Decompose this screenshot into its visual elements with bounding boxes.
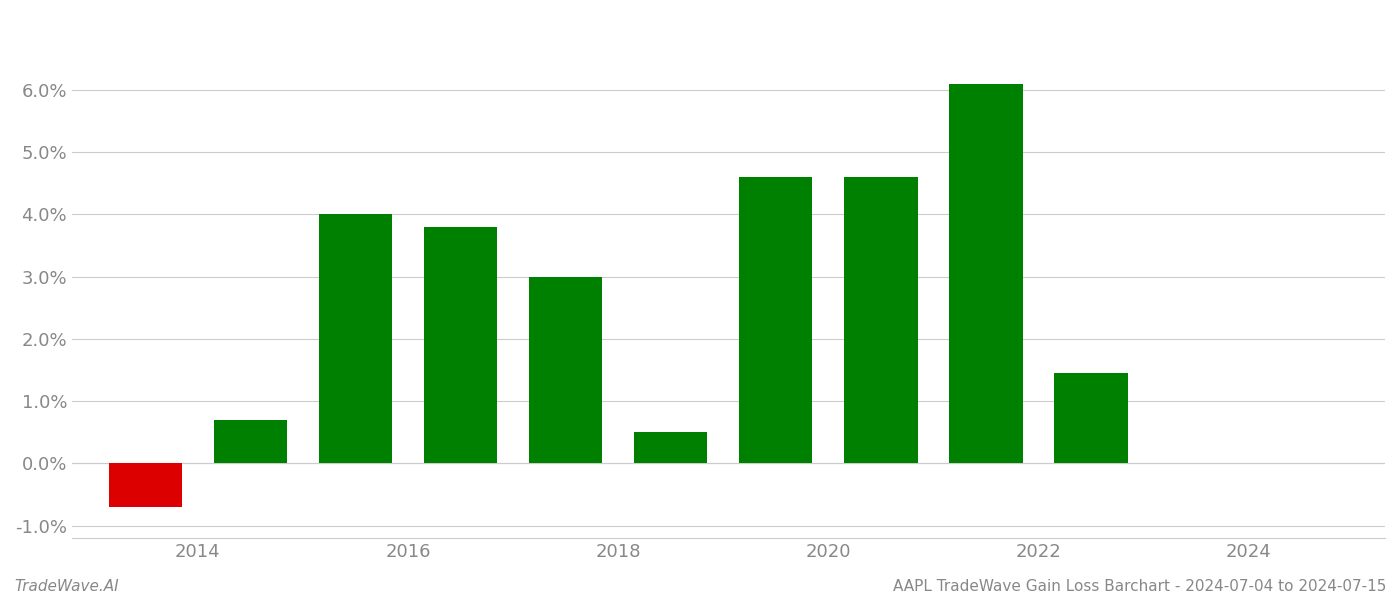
Bar: [634, 432, 707, 463]
Bar: [529, 277, 602, 463]
Bar: [424, 227, 497, 463]
Bar: [1054, 373, 1127, 463]
Bar: [949, 83, 1022, 463]
Bar: [214, 420, 287, 463]
Bar: [319, 214, 392, 463]
Text: TradeWave.AI: TradeWave.AI: [14, 579, 119, 594]
Bar: [739, 177, 812, 463]
Bar: [844, 177, 917, 463]
Text: AAPL TradeWave Gain Loss Barchart - 2024-07-04 to 2024-07-15: AAPL TradeWave Gain Loss Barchart - 2024…: [893, 579, 1386, 594]
Bar: [109, 463, 182, 507]
